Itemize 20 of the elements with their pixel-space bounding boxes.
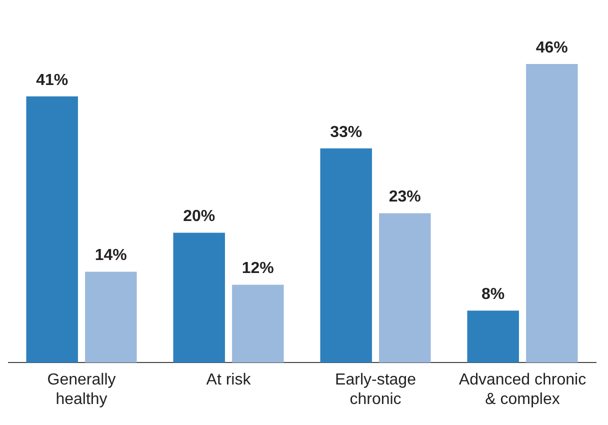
x-tick-label: Early-stage chronic (335, 372, 416, 408)
x-tick-label: Advanced chronic & complex (458, 372, 586, 408)
bar (526, 64, 578, 363)
data-label: 8% (482, 286, 505, 304)
data-label: 20% (183, 208, 216, 226)
data-label: 14% (94, 247, 127, 264)
bar (26, 96, 78, 363)
data-label: 41% (36, 72, 68, 89)
bar (320, 148, 372, 363)
data-label: 23% (388, 188, 421, 206)
data-label: 46% (536, 39, 568, 56)
x-tick-label: Generally healthy (47, 372, 116, 408)
bar (85, 272, 137, 363)
bar (379, 213, 431, 363)
data-label: 33% (330, 124, 362, 141)
x-tick-label: At risk (206, 372, 252, 389)
bar (232, 284, 284, 363)
data-label: 12% (242, 260, 274, 278)
bar (173, 232, 225, 363)
bar (467, 310, 519, 363)
